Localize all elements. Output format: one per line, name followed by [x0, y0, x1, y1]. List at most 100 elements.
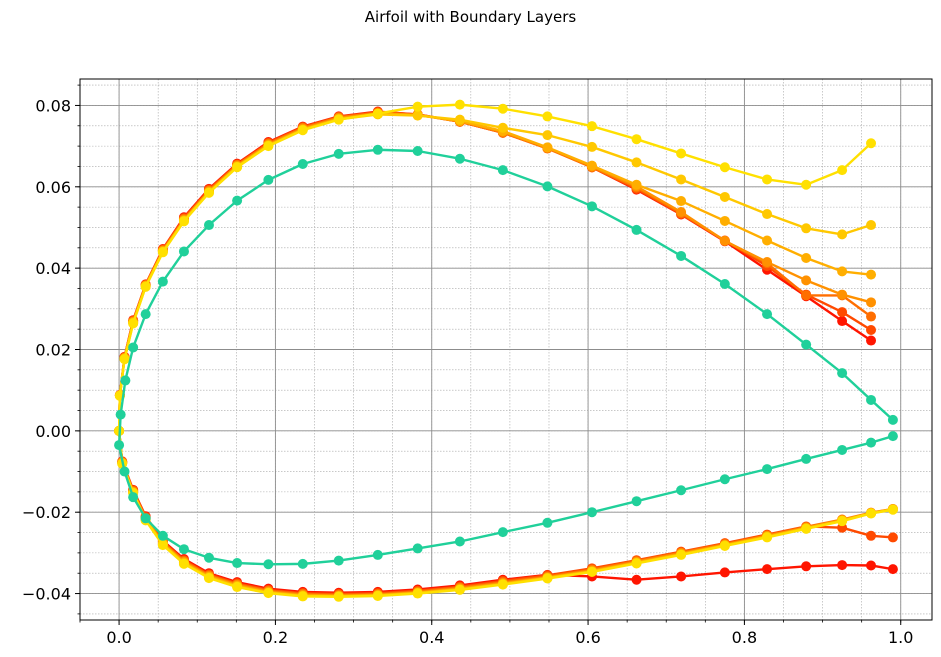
data-point [586, 121, 597, 132]
data-point [866, 138, 877, 149]
data-point [140, 309, 151, 320]
data-point [157, 540, 168, 551]
data-point [203, 187, 214, 198]
data-point [887, 564, 898, 575]
series-line [117, 110, 894, 594]
data-point [333, 555, 344, 566]
data-point [866, 269, 877, 280]
data-point [412, 110, 423, 121]
data-point [676, 174, 687, 185]
data-point [297, 159, 308, 170]
chart-title: Airfoil with Boundary Layers [364, 8, 577, 26]
data-point [542, 181, 553, 192]
data-point [676, 571, 687, 582]
data-point [372, 591, 383, 601]
data-point [157, 530, 168, 541]
data-point [297, 125, 308, 136]
data-point [412, 146, 423, 156]
data-point [676, 485, 687, 496]
data-point [887, 431, 898, 442]
data-point [128, 342, 139, 353]
data-point [676, 196, 687, 207]
data-point [232, 558, 243, 569]
data-point [412, 588, 423, 599]
y-tick-label: 0.04 [35, 259, 71, 278]
data-point [542, 517, 553, 528]
data-point [762, 209, 773, 220]
data-point [140, 281, 151, 292]
series-7 [114, 99, 898, 602]
data-point [837, 229, 848, 240]
x-tick-label: 1.0 [888, 628, 913, 647]
data-point [837, 368, 848, 379]
series-line [117, 103, 894, 599]
series-line [117, 111, 894, 596]
data-point [866, 324, 877, 335]
data-point [119, 466, 130, 477]
data-point [140, 513, 151, 524]
data-point [497, 579, 508, 590]
y-tick-label: −0.02 [22, 503, 71, 522]
data-point [719, 474, 730, 485]
series-5 [114, 108, 898, 601]
y-tick-label: 0.02 [35, 341, 71, 360]
data-point [542, 573, 553, 584]
data-point [837, 266, 848, 277]
y-tick-label: 0.06 [35, 178, 71, 197]
x-tick-label: 0.4 [419, 628, 444, 647]
x-tick-label: 0.2 [263, 628, 288, 647]
data-point [157, 276, 168, 287]
data-point [801, 523, 812, 534]
data-point [128, 318, 139, 329]
data-point [762, 174, 773, 185]
data-point [866, 437, 877, 448]
data-point [719, 567, 730, 578]
data-point [631, 134, 642, 145]
series-line [117, 148, 894, 566]
data-point [837, 165, 848, 176]
data-point [263, 141, 274, 152]
data-point [497, 122, 508, 133]
data-point [801, 223, 812, 234]
data-point [232, 195, 243, 206]
y-tick-label: 0.00 [35, 422, 71, 441]
data-point [837, 560, 848, 571]
data-point [719, 540, 730, 551]
axis-ticks [75, 84, 902, 625]
data-point [837, 307, 848, 318]
data-point [801, 179, 812, 190]
y-tick-label: −0.04 [22, 585, 71, 604]
data-point [178, 216, 189, 227]
data-point [232, 582, 243, 593]
x-tick-label: 0.6 [575, 628, 600, 647]
data-point [676, 207, 687, 218]
data-point [297, 591, 308, 602]
data-point [837, 316, 848, 327]
data-point [178, 246, 189, 257]
data-point [631, 558, 642, 569]
data-point [454, 153, 465, 164]
data-point [801, 275, 812, 286]
data-point [887, 414, 898, 425]
data-point [762, 309, 773, 320]
data-point [631, 179, 642, 190]
data-point [837, 289, 848, 300]
data-point [333, 114, 344, 125]
data-point [178, 558, 189, 569]
major-grid [80, 79, 932, 620]
data-point [203, 552, 214, 563]
data-point [128, 492, 139, 503]
data-point [542, 130, 553, 141]
data-point [372, 144, 383, 155]
series-line [117, 110, 894, 596]
data-point [631, 157, 642, 168]
data-point [119, 354, 130, 365]
data-point [263, 559, 274, 570]
data-point [114, 440, 125, 451]
data-point [837, 444, 848, 455]
data-point [762, 532, 773, 543]
data-point [263, 174, 274, 185]
data-point [762, 464, 773, 475]
data-point [454, 536, 465, 547]
